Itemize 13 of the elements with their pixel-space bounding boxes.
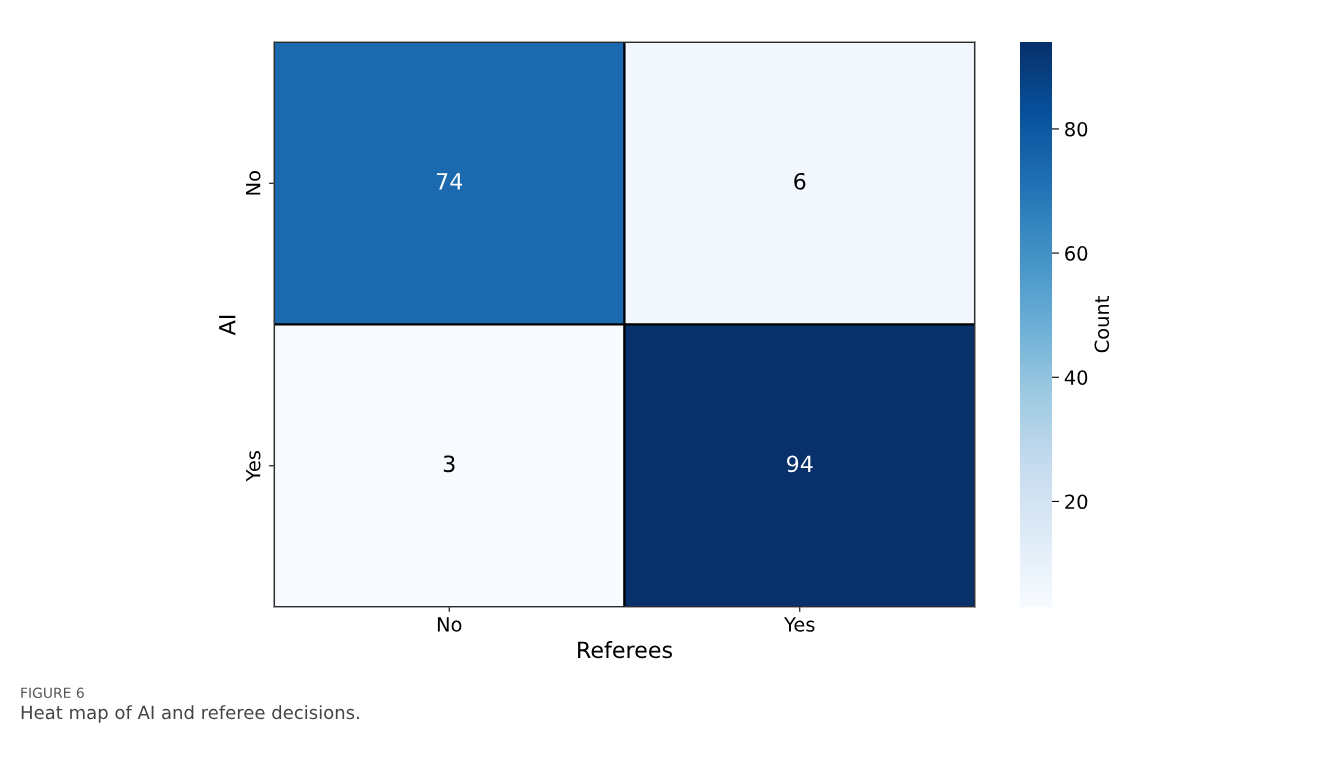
- color-bar-label: 60: [1065, 246, 1088, 261]
- data-label: 3: [443, 455, 455, 473]
- color-bar-title: Count: [1094, 296, 1110, 353]
- data-label: 94: [787, 455, 813, 473]
- color-bar-label: 80: [1065, 121, 1088, 137]
- caption: FIGURE 6: [21, 687, 84, 699]
- color-bar-label: 20: [1065, 494, 1088, 510]
- data-label: 6: [794, 172, 806, 190]
- text: Heat map of AI and referee decisions.: [21, 705, 359, 723]
- x-axis-title: Referees: [578, 641, 672, 659]
- data-label: 74: [436, 173, 463, 190]
- color-bar-label: 40: [1064, 370, 1088, 385]
- y-axis-title: AI: [219, 315, 236, 336]
